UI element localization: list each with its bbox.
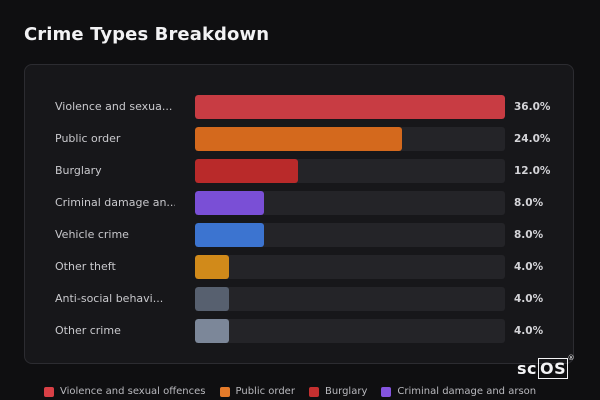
bar[interactable] — [195, 191, 264, 215]
bar-category-label: Other theft — [55, 260, 116, 273]
bar-value-label: 12.0% — [514, 165, 551, 177]
chart-legend: Violence and sexual offences Public order… — [44, 386, 536, 397]
bar-category-label: Public order — [55, 132, 121, 145]
page-title: Crime Types Breakdown — [24, 24, 270, 45]
chart-panel: Violence and sexua... 36.0% Public order 24… — [24, 64, 574, 364]
bar-row: Burglary 12.0% — [25, 159, 575, 183]
legend-item[interactable]: Violence and sexual offences — [44, 386, 206, 397]
bar-value-label: 36.0% — [514, 101, 551, 113]
bar-row: Vehicle crime 8.0% — [25, 223, 575, 247]
legend-label: Public order — [235, 386, 295, 397]
bar-value-label: 4.0% — [514, 325, 544, 337]
bar-row: Public order 24.0% — [25, 127, 575, 151]
logo-text: sc — [517, 359, 538, 378]
bar-value-label: 24.0% — [514, 133, 551, 145]
registered-mark: ® — [567, 354, 576, 362]
bar-category-label: Other crime — [55, 324, 121, 337]
bar[interactable] — [195, 319, 229, 343]
legend-swatch — [308, 386, 319, 397]
bar[interactable] — [195, 287, 229, 311]
legend-label: Criminal damage and arson — [397, 386, 537, 397]
bar-track — [195, 159, 505, 183]
bar[interactable] — [195, 127, 402, 151]
bar-track — [195, 127, 505, 151]
legend-swatch — [219, 386, 230, 397]
bar-track — [195, 319, 505, 343]
bar-track — [195, 223, 505, 247]
bar-track — [195, 191, 505, 215]
bar-row: Other theft 4.0% — [25, 255, 575, 279]
bar-value-label: 4.0% — [514, 293, 544, 305]
bar-category-label: Vehicle crime — [55, 228, 129, 241]
bar-category-label: Criminal damage an... — [55, 196, 175, 209]
bar[interactable] — [195, 223, 264, 247]
bar-category-label: Violence and sexua... — [55, 100, 173, 113]
bar-category-label: Anti-social behavi... — [55, 292, 164, 305]
legend-swatch — [381, 386, 392, 397]
bar-category-label: Burglary — [55, 164, 102, 177]
legend-item[interactable]: Public order — [219, 386, 295, 397]
bar[interactable] — [195, 159, 298, 183]
legend-label: Burglary — [324, 386, 368, 397]
bar-track — [195, 255, 505, 279]
legend-item[interactable]: Burglary — [308, 386, 368, 397]
bar-row: Other crime 4.0% — [25, 319, 575, 343]
bar-track — [195, 287, 505, 311]
bar-track — [195, 95, 505, 119]
legend-swatch — [44, 386, 54, 397]
bar-value-label: 4.0% — [514, 261, 544, 273]
bar[interactable] — [195, 255, 229, 279]
legend-label: Violence and sexual offences — [60, 386, 206, 397]
legend-item[interactable]: Criminal damage and arson — [381, 386, 536, 397]
bar-value-label: 8.0% — [514, 197, 544, 209]
bar-value-label: 8.0% — [514, 229, 544, 241]
brand-logo: sc OS ® — [517, 354, 575, 379]
bar-row: Violence and sexua... 36.0% — [25, 95, 575, 119]
bar[interactable] — [195, 95, 505, 119]
logo-boxed-text: OS — [538, 358, 569, 379]
bar-row: Criminal damage an... 8.0% — [25, 191, 575, 215]
bar-row: Anti-social behavi... 4.0% — [25, 287, 575, 311]
